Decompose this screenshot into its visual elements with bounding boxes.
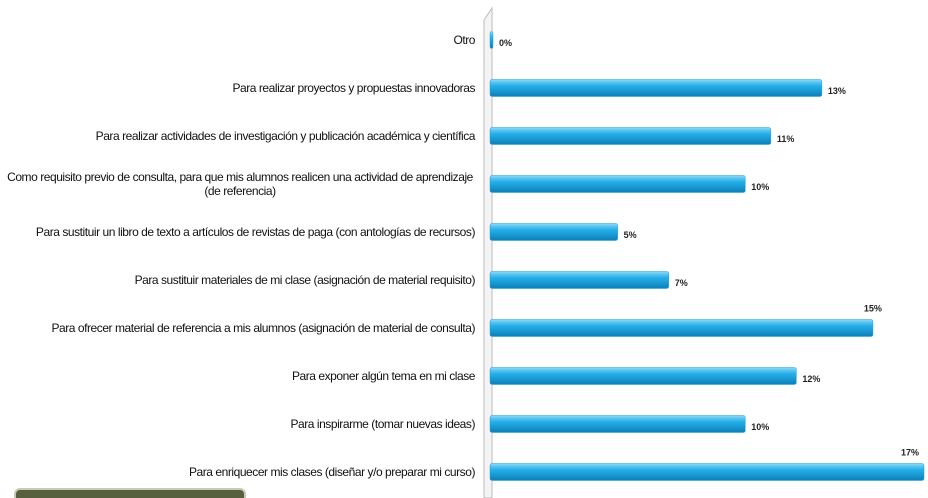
bar: [489, 79, 823, 97]
category-label: Para sustituir un libro de texto a artíc…: [5, 210, 476, 254]
bar: [489, 319, 874, 337]
category-label: Para enriquecer mis clases (diseñar y/o …: [5, 450, 475, 494]
category-text: Otro: [453, 33, 475, 47]
bar: [489, 367, 797, 385]
bar: [489, 175, 746, 193]
category-text: Para ofrecer material de referencia a mi…: [51, 321, 475, 335]
value-label: 5%: [624, 230, 637, 240]
value-label: 7%: [675, 278, 688, 288]
category-label: Para inspirarme (tomar nuevas ideas): [5, 402, 475, 446]
category-label: Otro: [5, 18, 475, 62]
category-text: Para inspirarme (tomar nuevas ideas): [290, 417, 475, 431]
value-label: 10%: [751, 182, 769, 192]
category-text: Para sustituir materiales de mi clase (a…: [134, 273, 476, 287]
value-label: 13%: [828, 86, 846, 96]
button[interactable]: [14, 488, 246, 498]
category-text: Para exponer algún tema en mi clase: [291, 369, 475, 383]
category-label: Para exponer algún tema en mi clase: [5, 354, 475, 398]
category-text: Para realizar proyectos y propuestas inn…: [232, 81, 475, 95]
bar: [489, 127, 772, 145]
bar: [489, 271, 669, 289]
value-label: 11%: [777, 134, 795, 144]
category-text: Como requisito previo de consulta, para …: [7, 170, 473, 198]
value-label: 0%: [499, 38, 512, 48]
category-label: Para ofrecer material de referencia a mi…: [5, 306, 475, 350]
value-label: 10%: [751, 422, 769, 432]
bar: [489, 223, 618, 241]
bar: [489, 31, 494, 49]
category-text: Para realizar actividades de investigaci…: [95, 129, 476, 143]
category-label: Para sustituir materiales de mi clase (a…: [5, 258, 476, 302]
category-label: Como requisito previo de consulta, para …: [5, 162, 475, 206]
bar: [489, 415, 746, 433]
value-label: 12%: [802, 374, 820, 384]
category-text: Para enriquecer mis clases (diseñar y/o …: [188, 465, 475, 479]
category-label: Para realizar proyectos y propuestas inn…: [5, 66, 475, 110]
category-text: Para sustituir un libro de texto a artíc…: [35, 225, 476, 239]
value-label: 15%: [864, 304, 882, 314]
value-label: 17%: [901, 448, 919, 458]
bar: [489, 463, 925, 481]
category-label: Para realizar actividades de investigaci…: [5, 114, 476, 158]
